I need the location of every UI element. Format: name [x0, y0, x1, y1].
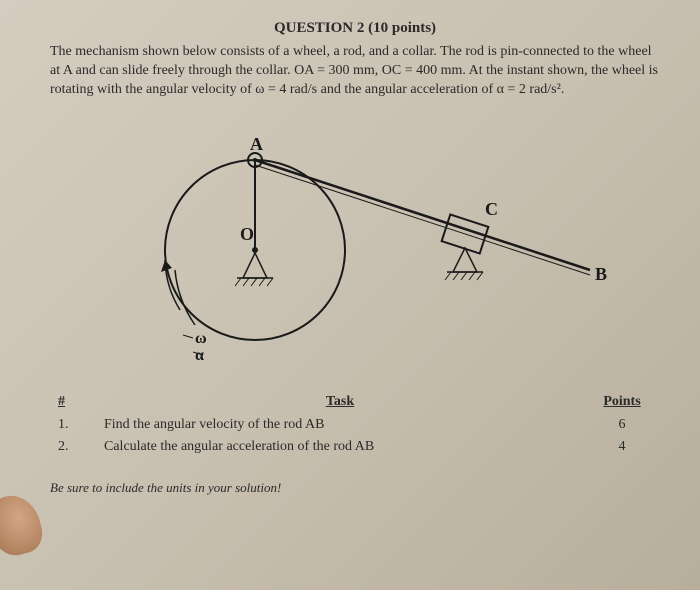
row-num: 1. [50, 414, 96, 436]
table-header-row: # Task Points [50, 390, 660, 414]
label-omega: ω [195, 330, 207, 347]
rod-ab [255, 160, 590, 270]
row-points: 6 [584, 414, 660, 436]
header-task: Task [96, 390, 584, 414]
header-num: # [50, 390, 96, 414]
row-points: 4 [584, 436, 660, 458]
mechanism-diagram: A O C B ω α [95, 110, 615, 370]
row-task: Calculate the angular acceleration of th… [96, 436, 584, 458]
table-row: 1. Find the angular velocity of the rod … [50, 414, 660, 436]
header-points: Points [584, 390, 660, 414]
label-a: A [250, 134, 263, 154]
label-alpha: α [195, 347, 204, 364]
label-b: B [595, 264, 607, 284]
label-o: O [240, 224, 254, 244]
label-c: C [485, 199, 498, 219]
table-row: 2. Calculate the angular acceleration of… [50, 436, 660, 458]
support-o [243, 253, 267, 278]
row-task: Find the angular velocity of the rod AB [96, 414, 584, 436]
task-table: # Task Points 1. Find the angular veloci… [50, 390, 660, 458]
question-title: QUESTION 2 (10 points) [50, 20, 660, 37]
diagram-container: A O C B ω α [50, 110, 660, 370]
question-text: The mechanism shown below consists of a … [50, 43, 660, 100]
footer-note: Be sure to include the units in your sol… [50, 480, 660, 496]
row-num: 2. [50, 436, 96, 458]
